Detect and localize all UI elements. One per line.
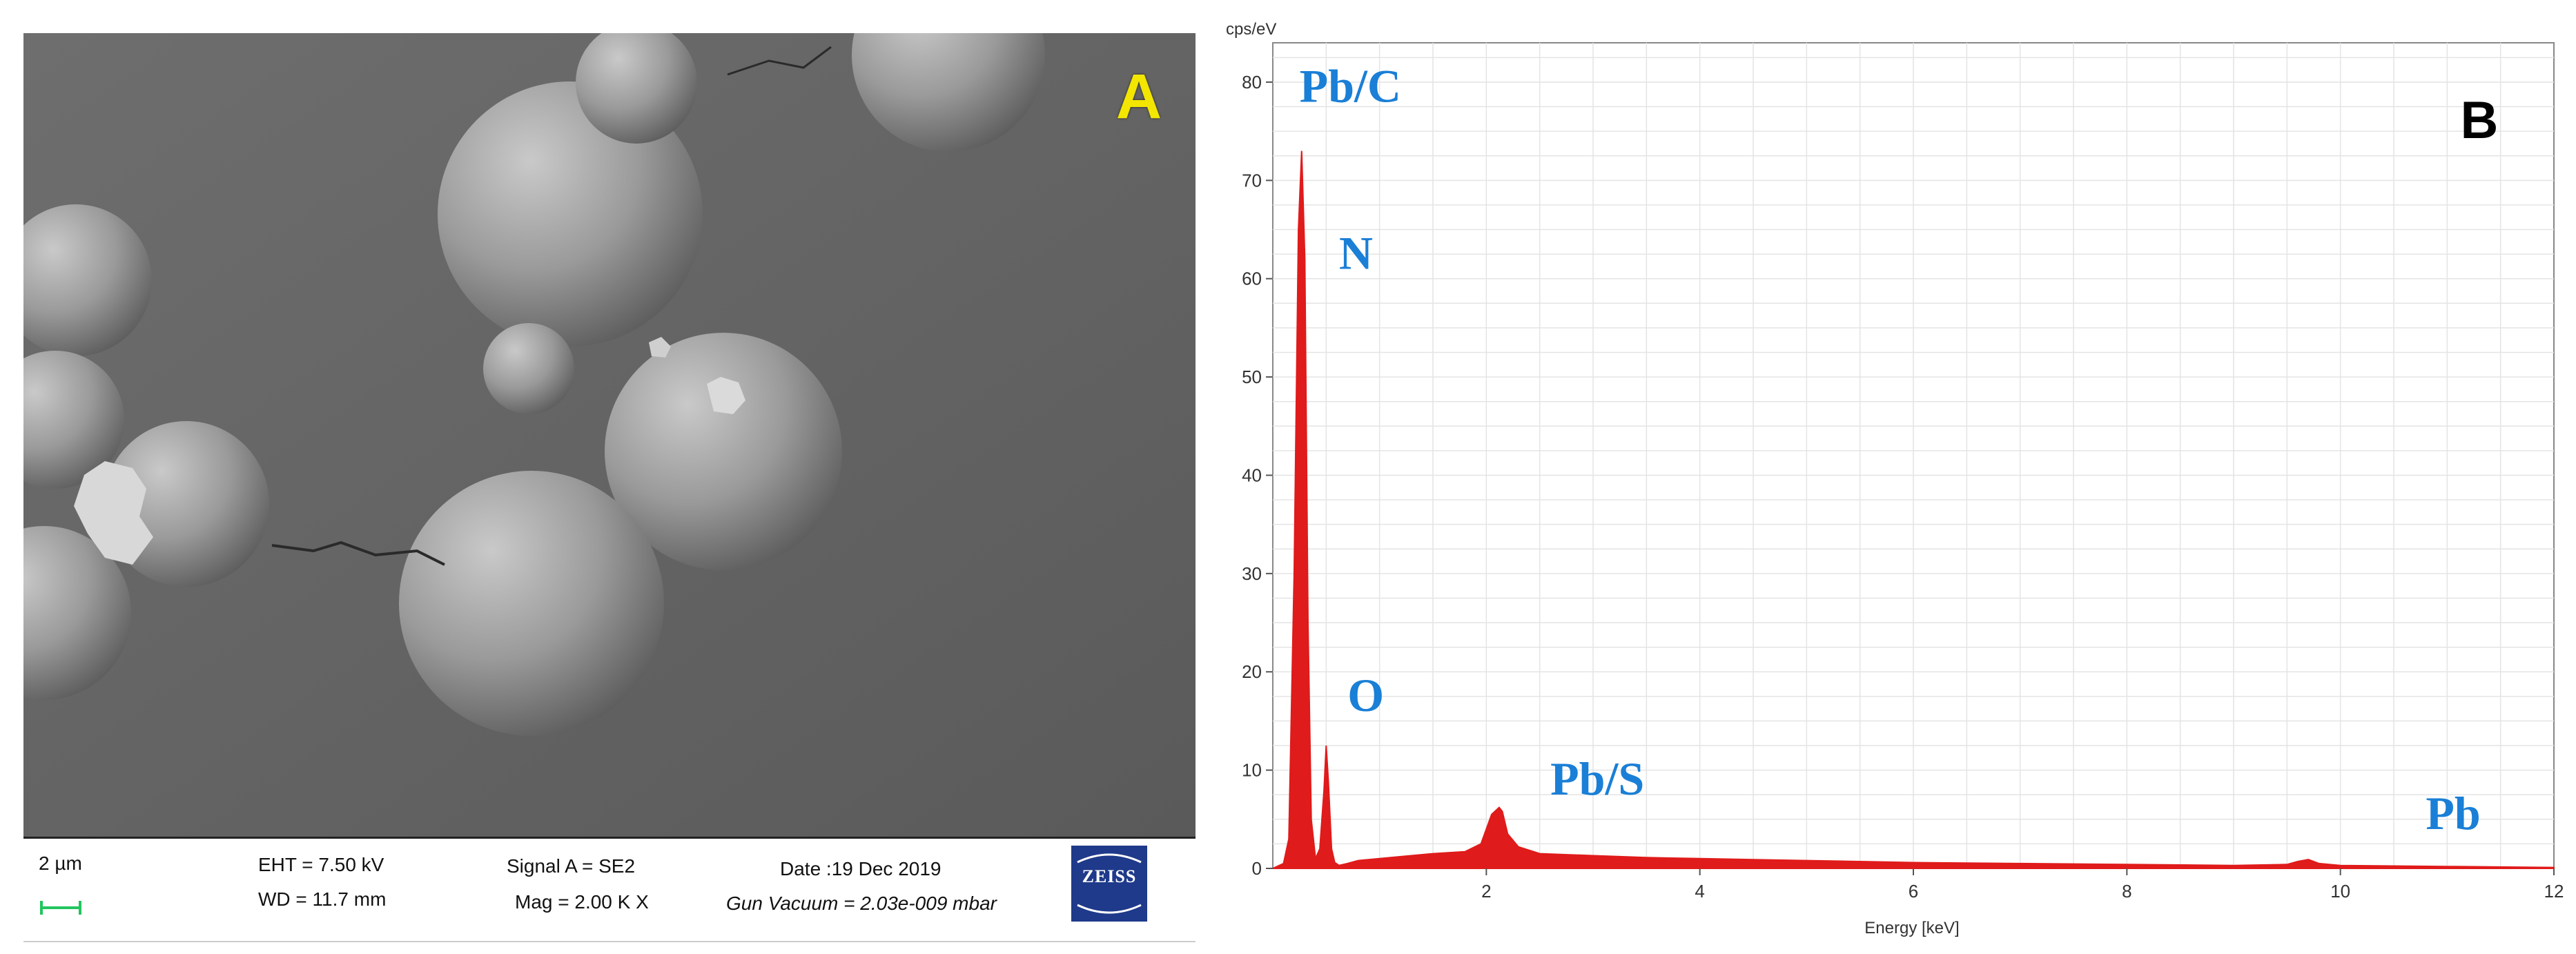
wd-value: WD = 11.7 mm — [258, 888, 387, 910]
magnification-value: Mag = 2.00 K X — [515, 891, 649, 913]
y-tick-label: 60 — [1242, 269, 1262, 289]
crack — [727, 46, 832, 76]
y-tick-label: 20 — [1242, 661, 1262, 682]
eds-spectrum-chart: 0 10 20 30 40 50 60 70 80 2 4 6 8 10 12 Pb/C N O Pb/S Pb c… — [1226, 20, 2564, 937]
y-axis-label: cps/eV — [1226, 20, 1276, 39]
x-tick-label: 2 — [1481, 881, 1491, 902]
debris — [74, 461, 153, 565]
debris — [707, 377, 745, 414]
peak-label: Pb — [2426, 787, 2480, 839]
scale-bar — [40, 901, 81, 915]
x-tick-label: 6 — [1909, 881, 1918, 902]
microsphere — [399, 471, 664, 736]
microsphere — [576, 33, 697, 144]
sem-panel: A 2 µm EHT = 7.50 kV WD = 11.7 mm Signal… — [23, 33, 1196, 942]
crack — [271, 541, 445, 566]
microsphere — [23, 351, 124, 489]
x-tick-label: 8 — [2122, 881, 2131, 902]
y-tick-label: 50 — [1242, 367, 1262, 387]
microsphere — [605, 333, 842, 570]
microsphere — [483, 323, 574, 414]
x-tick-label: 12 — [2544, 881, 2564, 902]
panel-b-letter: B — [2461, 91, 2499, 150]
spectrum-series-0 — [1272, 150, 2555, 869]
x-tick-label: 4 — [1695, 881, 1704, 902]
y-tick-label: 40 — [1242, 465, 1262, 485]
signal-value: Signal A = SE2 — [507, 855, 636, 877]
vacuum-value: Gun Vacuum = 2.03e-009 mbar — [726, 893, 997, 914]
zeiss-logo-text: ZEISS — [1082, 866, 1137, 886]
peak-label: O — [1347, 669, 1384, 721]
peak-label: Pb/C — [1300, 59, 1401, 112]
y-tick-label: 10 — [1242, 760, 1262, 781]
x-axis-label: Energy [keV] — [1864, 919, 1959, 937]
microsphere — [23, 204, 152, 356]
microsphere — [23, 526, 131, 700]
microsphere — [438, 81, 703, 347]
x-tick-label: 10 — [2330, 881, 2350, 902]
sem-info-bar: 2 µm EHT = 7.50 kV WD = 11.7 mm Signal A… — [23, 837, 1196, 942]
debris — [649, 337, 671, 358]
scale-text: 2 µm — [39, 853, 82, 874]
y-tick-label: 80 — [1242, 72, 1262, 93]
zeiss-logo: ZEISS — [1071, 846, 1147, 922]
panel-a-letter: A — [1115, 61, 1162, 132]
peak-label: N — [1339, 226, 1373, 279]
peak-label: Pb/S — [1550, 752, 1644, 805]
y-tick-label: 30 — [1242, 563, 1262, 584]
eds-panel: 0 10 20 30 40 50 60 70 80 2 4 6 8 10 12 Pb/C N O Pb/S Pb c… — [1216, 0, 2576, 954]
microsphere — [852, 33, 1045, 152]
eht-value: EHT = 7.50 kV — [258, 854, 384, 875]
y-tick-label: 0 — [1252, 858, 1262, 879]
sem-micrograph: A — [23, 33, 1196, 837]
date-value: Date :19 Dec 2019 — [780, 858, 941, 879]
y-tick-label: 70 — [1242, 170, 1262, 191]
